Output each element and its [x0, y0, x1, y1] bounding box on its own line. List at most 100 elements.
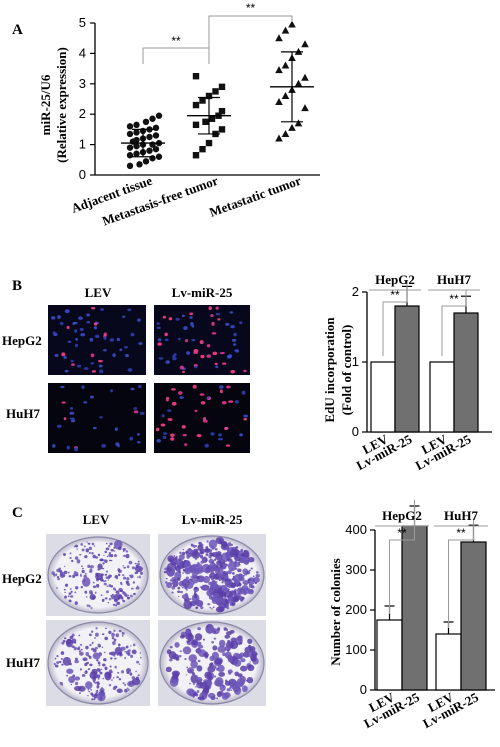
colony-spot	[94, 556, 99, 559]
edu-nucleus	[156, 322, 160, 326]
colony-group-header: HuH7	[444, 508, 478, 523]
colony-spot	[97, 668, 101, 673]
scatter-point	[192, 152, 200, 159]
colony-spot	[117, 643, 121, 647]
panel-letter-b: B	[12, 278, 22, 294]
colony-spot	[125, 550, 129, 553]
scatter-sig-bracket	[208, 15, 293, 50]
edu-ylabel-2: (Fold of control)	[339, 325, 354, 416]
colony-spot	[116, 676, 119, 679]
colony-spot	[93, 698, 96, 701]
colony-spot	[103, 582, 107, 586]
scatter-point	[192, 73, 200, 80]
colony-spot	[126, 583, 131, 586]
edu-nucleus	[133, 407, 138, 410]
colony-spot	[171, 670, 180, 677]
colony-spot	[103, 554, 105, 556]
colony-spot	[122, 576, 127, 580]
colony-spot	[132, 581, 135, 584]
colony-spot	[99, 671, 103, 675]
colony-spot	[79, 651, 84, 656]
colony-spot	[200, 560, 205, 564]
colony-spot	[217, 659, 219, 662]
colony-spot	[140, 571, 143, 575]
colony-spot	[70, 683, 73, 686]
colony-spot	[236, 677, 246, 686]
colony-spot	[163, 570, 168, 574]
colony-spot	[179, 635, 185, 639]
colony-spot	[230, 689, 233, 691]
edu-nucleus	[112, 353, 116, 358]
edu-nucleus	[158, 357, 164, 360]
colony-spot	[78, 634, 81, 637]
edu-sig-bracket	[441, 290, 467, 356]
colony-spot	[78, 646, 81, 649]
colony-spot	[213, 630, 216, 634]
colony-spot	[112, 641, 116, 646]
colony-spot	[246, 570, 251, 575]
colony-spot	[137, 576, 139, 578]
colony-spot	[203, 585, 207, 588]
colony-spot	[224, 634, 231, 639]
edu-nucleus	[219, 352, 225, 355]
colony-spot	[74, 657, 78, 661]
colony-spot	[196, 641, 202, 646]
colony-spot	[74, 660, 79, 664]
colony-spot	[88, 655, 92, 659]
colony-spot	[90, 688, 93, 691]
colony-spot	[90, 630, 94, 633]
colony-spot	[182, 568, 186, 572]
edu-nucleus	[190, 322, 194, 326]
colony-spot	[205, 559, 208, 562]
scatter-y-ticks: 0 1 2 3 4 5	[79, 15, 95, 182]
edu-nucleus	[157, 342, 162, 346]
edu-sig-bracket	[382, 280, 408, 356]
colony-spot	[107, 579, 110, 581]
colony-spot	[89, 568, 93, 572]
colony-spot	[177, 586, 181, 590]
edu-nucleus	[69, 407, 74, 410]
colony-spot	[194, 590, 197, 594]
edu-nucleus	[133, 410, 139, 414]
colony-spot	[71, 559, 74, 563]
scatter-point	[275, 134, 283, 142]
colony-spot	[79, 692, 81, 694]
colony-spot	[118, 651, 122, 655]
colony-spot	[213, 558, 217, 561]
edu-nucleus	[89, 337, 94, 342]
colony-spot	[88, 552, 91, 554]
colony-spot	[89, 644, 92, 647]
scatter-point	[133, 129, 140, 136]
colony-spot	[108, 684, 112, 687]
colony-spot	[64, 583, 69, 587]
colony-spot	[104, 636, 109, 641]
colony-spot	[120, 646, 126, 651]
edu-nucleus	[74, 343, 78, 348]
colony-spot	[86, 596, 88, 598]
colony-spot	[63, 565, 66, 567]
colony-spot	[190, 543, 194, 547]
scatter-ylabel-2: (Relative expression)	[54, 47, 69, 163]
colony-spot	[96, 659, 99, 662]
colony-spot	[209, 606, 212, 609]
colony-spot	[98, 664, 101, 667]
scatter-point	[149, 141, 156, 148]
colony-spot	[227, 640, 231, 644]
edu-nucleus	[234, 400, 239, 404]
colony-spot	[178, 554, 185, 560]
colony-spot	[62, 656, 72, 666]
colony-spot	[185, 589, 188, 591]
colony-spot	[96, 687, 99, 689]
colony-spot	[209, 594, 212, 598]
edu-nucleus	[231, 338, 237, 342]
scatter-tick-label: 5	[79, 15, 86, 30]
colony-spot	[94, 637, 96, 639]
colony-spot	[216, 560, 222, 566]
scatter-tick-label: 0	[79, 167, 86, 182]
scatter-tick-label: 2	[79, 106, 86, 121]
colony-spot	[182, 646, 192, 655]
edu-nucleus	[243, 414, 249, 418]
colony-spot	[128, 560, 133, 565]
edu-nucleus	[77, 364, 82, 368]
colony-spot	[91, 552, 94, 555]
